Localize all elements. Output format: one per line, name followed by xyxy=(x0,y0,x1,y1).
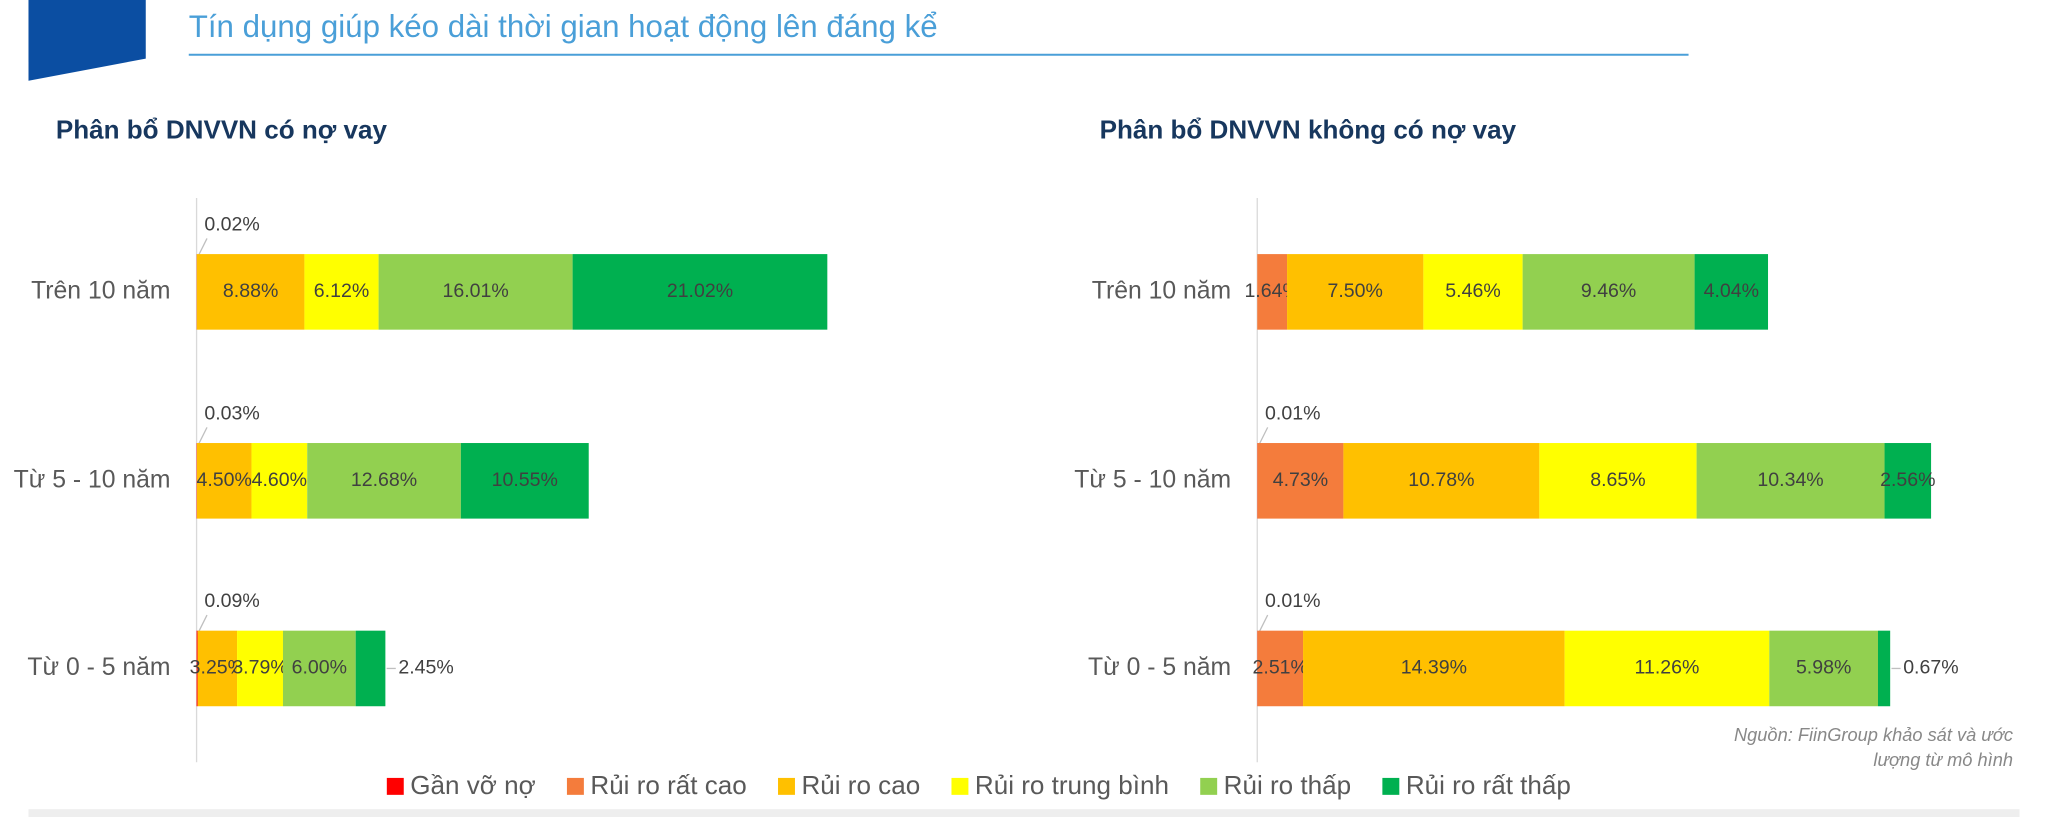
header-badge xyxy=(28,0,145,81)
category-label: Từ 0 - 5 năm xyxy=(27,654,170,681)
category-label: Trên 10 năm xyxy=(31,277,170,304)
data-label: 3.79% xyxy=(232,657,287,679)
legend-swatch xyxy=(1200,778,1217,795)
leader-line xyxy=(198,615,207,633)
leader-line xyxy=(198,427,207,445)
source-note: lượng từ mô hình xyxy=(1873,749,2013,770)
footer-strip xyxy=(28,809,2019,817)
data-label: 16.01% xyxy=(442,280,508,302)
data-label: 9.46% xyxy=(1581,280,1636,302)
leader-line xyxy=(198,238,207,256)
data-label: 8.88% xyxy=(223,280,278,302)
data-label: 10.34% xyxy=(1757,469,1823,491)
legend-label: Rủi ro cao xyxy=(801,770,920,800)
category-label: Trên 10 năm xyxy=(1092,277,1231,304)
data-label: 21.02% xyxy=(667,280,733,302)
data-label: 12.68% xyxy=(351,469,417,491)
data-label: 0.09% xyxy=(204,590,259,612)
data-label: 5.46% xyxy=(1445,280,1500,302)
legend-swatch xyxy=(1382,778,1399,795)
legend-swatch xyxy=(951,778,968,795)
data-label: 14.39% xyxy=(1401,657,1467,679)
data-label: 5.98% xyxy=(1796,657,1851,679)
source-note: Nguồn: FiinGroup khảo sát và ước xyxy=(1734,724,2013,745)
category-label: Từ 5 - 10 năm xyxy=(1074,466,1231,493)
data-label: 0.01% xyxy=(1265,590,1320,612)
legend-swatch xyxy=(778,778,795,795)
chart-title: Phân bổ DNVVN không có nợ vay xyxy=(1100,114,1517,144)
data-label: 0.02% xyxy=(204,214,259,236)
data-label: 4.73% xyxy=(1273,469,1328,491)
legend-swatch xyxy=(387,778,404,795)
data-label: 0.01% xyxy=(1265,403,1320,425)
data-label: 4.60% xyxy=(252,469,307,491)
data-label: 6.00% xyxy=(292,657,347,679)
data-label: 8.65% xyxy=(1590,469,1645,491)
data-label: 10.55% xyxy=(492,469,558,491)
legend-swatch xyxy=(567,778,584,795)
leader-line xyxy=(1259,427,1268,445)
legend-label: Rủi ro rất thấp xyxy=(1406,770,1571,800)
leader-line xyxy=(1259,615,1268,633)
data-label: 10.78% xyxy=(1408,469,1474,491)
chart-title: Phân bổ DNVVN có nợ vay xyxy=(56,114,388,144)
bar-segment xyxy=(1878,631,1890,707)
legend-label: Rủi ro thấp xyxy=(1224,770,1351,800)
data-label: 7.50% xyxy=(1328,280,1383,302)
data-label: 0.67% xyxy=(1903,657,1958,679)
data-label: 4.50% xyxy=(197,469,252,491)
legend-label: Rủi ro rất cao xyxy=(590,770,746,800)
category-label: Từ 5 - 10 năm xyxy=(14,466,171,493)
legend-label: Rủi ro trung bình xyxy=(975,770,1169,800)
data-label: 0.03% xyxy=(204,403,259,425)
data-label: 2.56% xyxy=(1880,469,1935,491)
subtitle: Tín dụng giúp kéo dài thời gian hoạt độn… xyxy=(189,9,938,44)
data-label: 6.12% xyxy=(314,280,369,302)
category-label: Từ 0 - 5 năm xyxy=(1088,654,1231,681)
data-label: 2.45% xyxy=(398,657,453,679)
data-label: 4.04% xyxy=(1704,280,1759,302)
bar-segment xyxy=(356,631,386,707)
data-label: 11.26% xyxy=(1635,657,1700,679)
data-label: 2.51% xyxy=(1253,657,1308,679)
legend-label: Gần vỡ nợ xyxy=(410,770,535,800)
